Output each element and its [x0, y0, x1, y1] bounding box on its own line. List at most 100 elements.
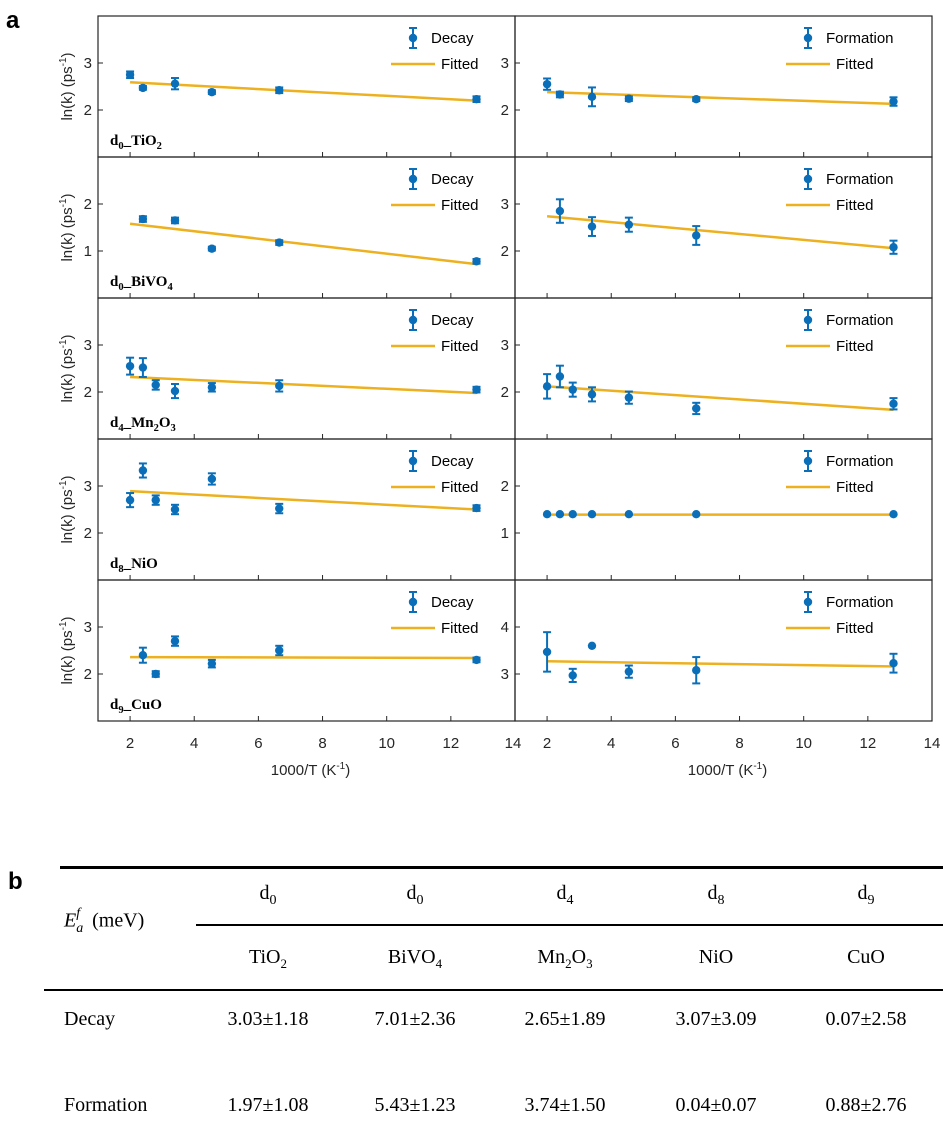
- y-tick-label: 3: [501, 55, 509, 72]
- data-point: [125, 70, 135, 79]
- data-point: [555, 372, 565, 381]
- data-point: [138, 363, 148, 372]
- y-axis-label: ln(k) (ps-1): [58, 616, 76, 684]
- y-tick-label: 2: [84, 666, 92, 683]
- data-point: [151, 380, 160, 390]
- legend-label-data: Formation: [826, 453, 894, 470]
- legend-marker: [408, 174, 418, 184]
- table-material-header: Mn2O3: [537, 946, 593, 971]
- legend-marker: [803, 456, 813, 466]
- data-point: [472, 94, 481, 104]
- legend-label-fit: Fitted: [836, 197, 874, 214]
- data-point: [207, 474, 217, 484]
- data-point: [624, 667, 634, 676]
- data-point: [692, 666, 701, 675]
- y-tick-label: 3: [84, 55, 92, 72]
- table-cell-value: 3.07±3.09: [675, 1008, 757, 1030]
- y-axis-label: ln(k) (ps-1): [58, 193, 76, 261]
- y-tick-label: 2: [501, 384, 509, 401]
- data-point: [587, 510, 597, 519]
- legend-label-fit: Fitted: [836, 479, 874, 496]
- legend-marker: [408, 33, 418, 43]
- table-cell-value: 0.04±0.07: [675, 1094, 757, 1116]
- y-tick-label: 2: [84, 196, 92, 213]
- table-group-header: d9: [857, 882, 875, 908]
- data-point: [472, 257, 481, 266]
- data-point: [692, 231, 701, 240]
- data-point: [555, 206, 565, 216]
- legend-marker: [803, 33, 813, 43]
- material-label: d4_Mn2O3: [110, 415, 176, 434]
- legend-marker: [803, 315, 813, 325]
- table-row-label: Formation: [64, 1094, 148, 1116]
- x-axis-label: 1000/T (K-1): [688, 761, 768, 779]
- data-point: [587, 222, 597, 231]
- x-tick-label: 2: [543, 735, 551, 752]
- data-point: [138, 83, 148, 93]
- data-point: [275, 238, 284, 247]
- legend-marker: [803, 597, 813, 607]
- y-tick-label: 3: [501, 337, 509, 354]
- x-tick-label: 10: [378, 735, 395, 752]
- fit-line: [546, 214, 894, 250]
- y-tick-label: 2: [84, 384, 92, 401]
- data-point: [555, 510, 565, 519]
- data-point: [207, 244, 217, 253]
- legend-label-data: Formation: [826, 312, 894, 329]
- y-tick-label: 3: [501, 666, 509, 683]
- x-tick-label: 6: [671, 735, 679, 752]
- x-tick-label: 4: [607, 735, 615, 752]
- data-point: [542, 79, 552, 89]
- fit-line: [547, 660, 894, 668]
- legend-marker: [408, 315, 418, 325]
- data-point: [568, 510, 577, 519]
- table-cell-value: 3.74±1.50: [524, 1094, 606, 1116]
- data-point: [207, 87, 217, 97]
- y-tick-label: 2: [501, 243, 509, 260]
- fit-line: [130, 655, 477, 660]
- data-point: [170, 386, 180, 396]
- data-point: [151, 669, 160, 679]
- data-point: [472, 655, 481, 665]
- data-point: [151, 495, 160, 505]
- data-point: [472, 503, 481, 513]
- y-tick-label: 2: [84, 102, 92, 119]
- table-group-header: d8: [707, 882, 725, 908]
- table-cell-value: 5.43±1.23: [374, 1094, 456, 1116]
- header-unit: (meV): [92, 909, 145, 932]
- legend-label-fit: Fitted: [836, 620, 874, 637]
- table-material-header: NiO: [698, 946, 734, 968]
- x-tick-label: 14: [924, 735, 941, 752]
- x-tick-label: 8: [318, 735, 326, 752]
- x-tick-label: 6: [254, 735, 262, 752]
- data-point: [587, 641, 597, 650]
- data-point: [568, 671, 577, 680]
- x-tick-label: 2: [126, 735, 134, 752]
- x-tick-label: 14: [505, 735, 522, 752]
- legend-label-data: Formation: [826, 594, 894, 611]
- table-top-rule: [60, 866, 943, 869]
- y-axis-label: ln(k) (ps-1): [58, 475, 76, 543]
- legend-label-fit: Fitted: [836, 56, 874, 73]
- data-point: [542, 510, 552, 519]
- data-point: [207, 383, 217, 392]
- table-material-header: CuO: [847, 946, 885, 968]
- data-point: [170, 79, 180, 88]
- data-point: [125, 495, 135, 505]
- table-group-header: d0: [259, 882, 277, 908]
- data-point: [624, 393, 634, 402]
- data-point: [170, 505, 180, 514]
- figure-panel-b: b Eaf (meV) d0 d0 d4 d8 d9 TiO2 BiVO4 Mn2O3 NiO C…: [0, 860, 943, 1145]
- data-point: [568, 385, 577, 394]
- data-point: [889, 658, 898, 668]
- y-axis-label: ln(k) (ps-1): [58, 334, 76, 402]
- fit-line: [130, 81, 477, 102]
- material-label: d0_BiVO4: [110, 274, 173, 293]
- data-point: [125, 361, 135, 371]
- fit-line: [547, 90, 894, 106]
- data-point: [275, 86, 284, 95]
- legend-label-fit: Fitted: [836, 338, 874, 355]
- data-point: [587, 92, 597, 102]
- table-cell-value: 2.65±1.89: [524, 1008, 606, 1030]
- data-point: [170, 216, 180, 225]
